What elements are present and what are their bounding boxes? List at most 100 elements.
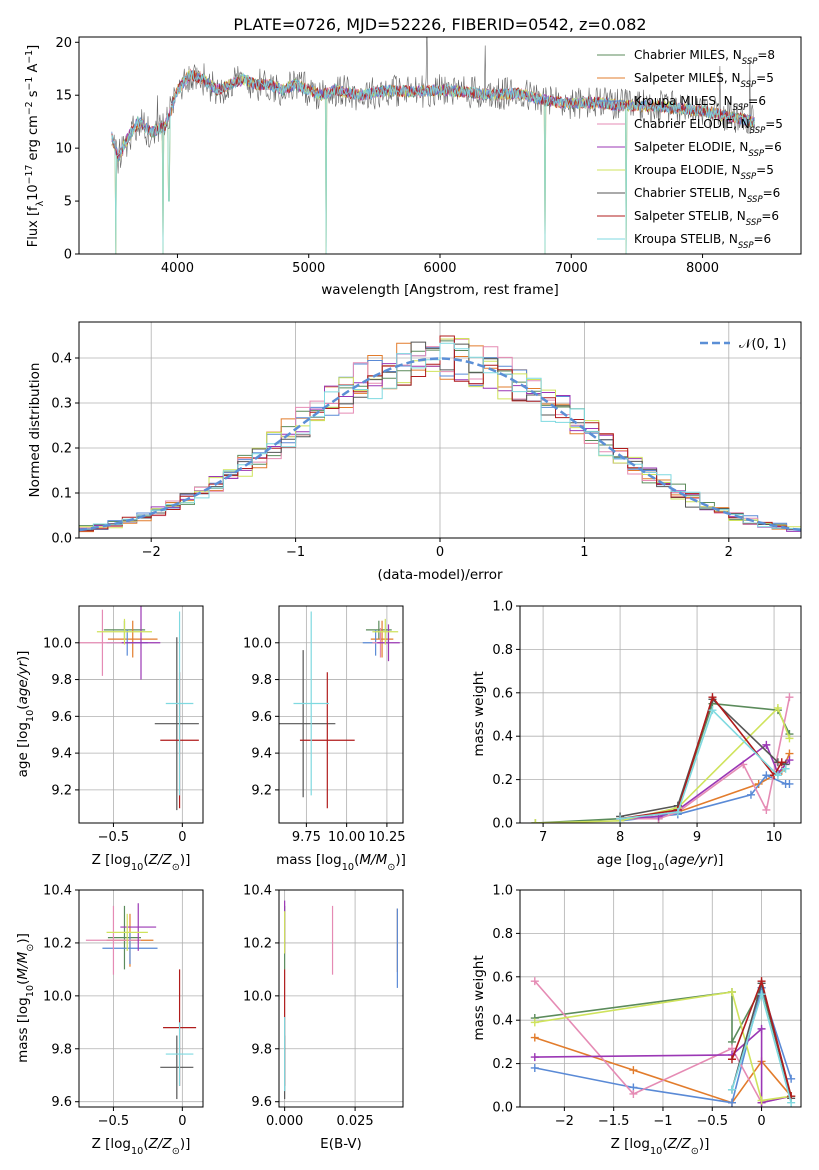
age-vs-mass-plot <box>279 611 400 809</box>
legend-label: 𝒩(0, 1) <box>739 337 786 352</box>
y-axis-label: mass weight <box>471 955 487 1040</box>
x-axis-label: Z [log10(Z/Z⊙)] <box>92 1136 191 1157</box>
x-axis-label: wavelength [Angstrom, rest frame] <box>321 282 559 298</box>
x-axis-label: mass [log10(M/M⊙)] <box>276 852 406 873</box>
x-tick-label: 0.025 <box>336 1114 373 1129</box>
y-tick-label: 1.0 <box>492 600 513 615</box>
x-tick-label: 8 <box>616 830 624 845</box>
weight-marker <box>781 764 790 773</box>
residuals-axes: −2 −1 0 1 2 0.0 0.1 0.2 0.3 0.4 (data-model)/error… <box>27 321 802 583</box>
y-axis-label: Flux [fλ10−17 erg cm−2 s−1 A−1] <box>24 45 46 247</box>
x-tick-label: −0.5 <box>98 1114 130 1129</box>
x-tick-label: 1 <box>580 545 588 560</box>
weight-marker <box>708 706 717 715</box>
x-axis-label: E(B-V) <box>320 1136 362 1152</box>
weight-marker <box>773 703 782 712</box>
spectrum-axes: 4000 5000 6000 7000 8000 0 5 10 15 20 wavelength [… <box>24 36 802 298</box>
y-tick-label: 10.2 <box>243 936 272 951</box>
y-tick-label: 10.4 <box>43 884 72 899</box>
y-tick-label: 9.4 <box>251 747 272 762</box>
weight-marker <box>727 1085 736 1094</box>
weight-marker <box>530 1018 539 1027</box>
y-tick-label: 9.6 <box>251 1095 272 1110</box>
weight-line <box>620 774 790 822</box>
y-tick-label: 9.8 <box>51 1042 72 1057</box>
spectrum-line <box>111 70 755 159</box>
y-tick-label: 9.8 <box>251 1042 272 1057</box>
y-tick-label: 10.0 <box>43 989 72 1004</box>
x-tick-label: 7 <box>539 830 547 845</box>
y-tick-label: 0.3 <box>51 397 72 412</box>
weight-marker <box>757 1096 766 1105</box>
mass-vs-Z-plot <box>85 903 197 1100</box>
x-tick-label: −0.5 <box>98 830 130 845</box>
weight-vs-Z-axes: −2 −1.5 −1 −0.5 0 0.0 0.2 0.4 0.6 0.8 1.0 Z [log10(… <box>471 884 802 1157</box>
x-tick-label: −1 <box>653 1114 672 1129</box>
weight-marker <box>530 1063 539 1072</box>
weight-vs-age-plot <box>531 693 794 823</box>
x-tick-label: 10.00 <box>328 830 365 845</box>
legend-label: Kroupa ELODIE, NSSP=5 <box>634 163 774 182</box>
y-tick-label: 0.6 <box>492 686 513 701</box>
y-tick-label: 10.0 <box>243 989 272 1004</box>
mass-vs-EBV-grid <box>279 889 403 1107</box>
legend-label: Kroupa STELIB, NSSP=6 <box>634 232 771 251</box>
spectrum-plot <box>111 37 755 254</box>
x-axis-label: age [log10(age/yr)] <box>597 852 724 873</box>
axes-frame <box>278 889 404 1108</box>
spectrum-line <box>111 70 755 254</box>
y-tick-label: 1.0 <box>492 884 513 899</box>
x-axis-label: Z [log10(Z/Z⊙)] <box>611 1136 710 1157</box>
x-tick-label: 4000 <box>161 261 194 276</box>
x-tick-label: 9 <box>693 830 701 845</box>
legend-label: Chabrier STELIB, NSSP=6 <box>634 186 780 205</box>
legend-label: Chabrier MILES, NSSP=8 <box>634 48 775 67</box>
weight-marker <box>785 693 794 702</box>
weight-marker <box>629 1089 638 1098</box>
x-tick-label: 8000 <box>686 261 719 276</box>
y-tick-label: 9.6 <box>251 710 272 725</box>
weight-marker <box>785 779 794 788</box>
x-tick-label: 0 <box>178 1114 186 1129</box>
y-tick-label: 10.0 <box>43 636 72 651</box>
weight-vs-age-grid <box>520 605 801 824</box>
axes-frame <box>519 605 802 824</box>
weight-marker <box>616 814 625 823</box>
y-tick-label: 9.4 <box>51 747 72 762</box>
weight-marker <box>773 771 782 780</box>
y-tick-label: 10.0 <box>243 636 272 651</box>
y-tick-label: 0.0 <box>492 1101 513 1116</box>
y-tick-label: 9.2 <box>51 783 72 798</box>
weight-marker <box>727 1098 736 1107</box>
weight-marker <box>530 1053 539 1062</box>
y-tick-label: 0.0 <box>492 817 513 832</box>
x-axis-label: Z [log10(Z/Z⊙)] <box>92 852 191 873</box>
weight-line <box>620 743 791 820</box>
legend-label: Kroupa MILES, NSSP=6 <box>634 94 766 113</box>
x-tick-label: 10 <box>766 830 783 845</box>
y-axis-label: mass [log10(M/M⊙)] <box>15 933 36 1063</box>
x-tick-label: 2 <box>725 545 733 560</box>
axes-frame <box>519 889 802 1108</box>
weight-marker <box>673 808 682 817</box>
weight-vs-age-axes: 7 8 9 10 0.0 0.2 0.4 0.6 0.8 1.0 age [log10(age/yr… <box>471 600 802 873</box>
weight-line <box>619 695 783 820</box>
weight-marker <box>777 758 786 767</box>
y-tick-label: 0.2 <box>51 442 72 457</box>
weight-line <box>535 706 791 823</box>
weight-line <box>535 702 791 823</box>
weight-line <box>620 696 791 820</box>
y-tick-label: 10.4 <box>243 884 272 899</box>
legend-label: Chabrier ELODIE, NSSP=5 <box>634 117 783 136</box>
x-tick-label: −1.5 <box>598 1114 630 1129</box>
mass-vs-EBV-axes: 0.000 0.025 9.6 9.8 10.0 10.2 10.4 E(B-V) <box>243 884 404 1152</box>
weight-marker <box>530 1033 539 1042</box>
axes-frame <box>78 321 802 539</box>
y-tick-label: 0.6 <box>492 970 513 985</box>
y-tick-label: 9.6 <box>51 1095 72 1110</box>
x-tick-label: −2 <box>555 1114 574 1129</box>
spectrum-legend: Chabrier MILES, NSSP=8 Salpeter MILES, NS… <box>597 48 783 251</box>
axes-frame <box>278 605 404 824</box>
y-tick-label: 0.8 <box>492 927 513 942</box>
